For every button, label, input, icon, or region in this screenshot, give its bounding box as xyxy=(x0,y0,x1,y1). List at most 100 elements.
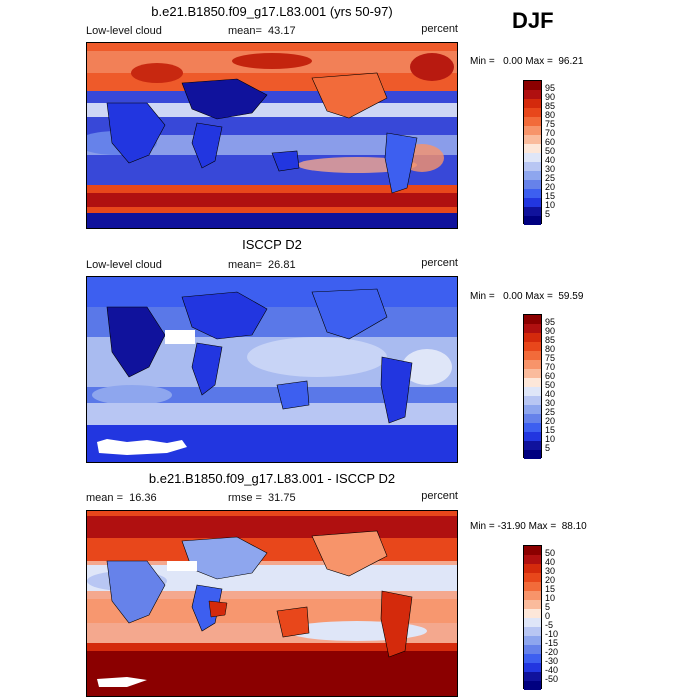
colorbar-tick-label: 95 xyxy=(545,83,556,93)
colorbar-swatch xyxy=(524,618,541,627)
colorbar-tick-label: 90 xyxy=(545,92,556,102)
panel-2-left-text: Low-level cloud xyxy=(86,259,162,271)
colorbar-swatch xyxy=(524,663,541,672)
colorbar-swatch xyxy=(524,582,541,591)
colorbar-swatch xyxy=(524,189,541,198)
colorbar-swatch xyxy=(524,654,541,663)
panel-2-units: percent xyxy=(421,257,458,269)
colorbar-swatch xyxy=(524,414,541,423)
colorbar-swatch xyxy=(524,99,541,108)
panel-1-map xyxy=(86,42,458,229)
colorbar-swatch xyxy=(524,153,541,162)
colorbar-swatch xyxy=(524,432,541,441)
panel-3-minmax: Min = -31.90 Max = 88.10 xyxy=(470,521,587,532)
colorbar-tick-label: 60 xyxy=(545,137,556,147)
colorbar-tick-label: -20 xyxy=(545,647,559,657)
colorbar-tick-label: 10 xyxy=(545,593,556,603)
colorbar-swatch xyxy=(524,324,541,333)
colorbar-swatch xyxy=(524,546,541,555)
colorbar-tick-label: 20 xyxy=(545,416,556,426)
colorbar-swatch xyxy=(524,333,541,342)
colorbar-tick-label: 20 xyxy=(545,575,556,585)
colorbar-tick-label: 10 xyxy=(545,434,556,444)
colorbar-tick-label: 0 xyxy=(545,611,551,621)
colorbar-swatch xyxy=(524,645,541,654)
colorbar-tick-label: 5 xyxy=(545,209,551,219)
panel-2-minmax: Min = 0.00 Max = 59.59 xyxy=(470,291,584,302)
panel-1-left-text: Low-level cloud xyxy=(86,25,162,37)
colorbar-tick-label: 85 xyxy=(545,335,556,345)
colorbar-swatch xyxy=(524,108,541,117)
colorbar-tick-label: 80 xyxy=(545,110,556,120)
colorbar-swatch xyxy=(524,207,541,216)
colorbar-tick-label: 40 xyxy=(545,557,556,567)
colorbar-tick-label: 50 xyxy=(545,380,556,390)
colorbar-tick-label: 25 xyxy=(545,407,556,417)
colorbar-swatch xyxy=(524,564,541,573)
colorbar-tick-label: 70 xyxy=(545,362,556,372)
colorbar-tick-label: 40 xyxy=(545,389,556,399)
panel-3-title: b.e21.B1850.f09_g17.L83.001 - ISCCP D2 xyxy=(148,471,396,486)
colorbar-swatch xyxy=(524,171,541,180)
colorbar-tick-label: 5 xyxy=(545,443,551,453)
panel-2-map xyxy=(86,276,458,463)
colorbar-tick-label: 75 xyxy=(545,119,556,129)
colorbar-swatch xyxy=(524,315,541,324)
colorbar-swatch xyxy=(524,126,541,135)
season-label: DJF xyxy=(512,8,554,33)
panel-2-title: ISCCP D2 xyxy=(242,237,302,252)
colorbar-swatch xyxy=(524,555,541,564)
panel-1-minmax: Min = 0.00 Max = 96.21 xyxy=(470,56,584,67)
colorbar-tick-label: 95 xyxy=(545,317,556,327)
colorbar-swatch xyxy=(524,450,541,459)
colorbar-swatch xyxy=(524,144,541,153)
colorbar-tick-label: 70 xyxy=(545,128,556,138)
colorbar-swatch xyxy=(524,198,541,207)
panel-1-mean: mean= 43.17 xyxy=(228,25,296,37)
colorbar-tick-label: 5 xyxy=(545,602,551,612)
colorbar-swatch xyxy=(524,405,541,414)
colorbar-tick-label: 50 xyxy=(545,548,556,558)
colorbar-swatch xyxy=(524,396,541,405)
panel-3-left-text: mean = 16.36 xyxy=(86,492,157,504)
colorbar-swatch xyxy=(524,441,541,450)
colorbar-tick-label: 15 xyxy=(545,584,556,594)
colorbar-box xyxy=(523,314,542,459)
colorbar-tick-label: 15 xyxy=(545,191,556,201)
colorbar-swatch xyxy=(524,135,541,144)
colorbar-tick-label: 30 xyxy=(545,398,556,408)
colorbar-swatch xyxy=(524,672,541,681)
colorbar-box xyxy=(523,545,542,690)
colorbar-tick-label: 90 xyxy=(545,326,556,336)
colorbar-tick-label: 50 xyxy=(545,146,556,156)
colorbar-swatch xyxy=(524,627,541,636)
colorbar-tick-label: 75 xyxy=(545,353,556,363)
colorbar-swatch xyxy=(524,609,541,618)
colorbar-swatch xyxy=(524,636,541,645)
colorbar-tick-label: 15 xyxy=(545,425,556,435)
colorbar-swatch xyxy=(524,378,541,387)
colorbar-tick-label: 25 xyxy=(545,173,556,183)
colorbar-swatch xyxy=(524,423,541,432)
colorbar-swatch xyxy=(524,90,541,99)
panel-1-title: b.e21.B1850.f09_g17.L83.001 (yrs 50-97) xyxy=(151,4,393,19)
colorbar-swatch xyxy=(524,117,541,126)
colorbar-swatch xyxy=(524,591,541,600)
panel-3-rmse: rmse = 31.75 xyxy=(228,492,296,504)
colorbar-swatch xyxy=(524,600,541,609)
colorbar-box xyxy=(523,80,542,225)
panel-3-units: percent xyxy=(421,490,458,502)
colorbar-swatch xyxy=(524,81,541,90)
colorbar-tick-label: 85 xyxy=(545,101,556,111)
colorbar-swatch xyxy=(524,342,541,351)
colorbar-swatch xyxy=(524,360,541,369)
colorbar-tick-label: -50 xyxy=(545,674,559,684)
panel-1-units: percent xyxy=(421,23,458,35)
colorbar-tick-label: -10 xyxy=(545,629,559,639)
colorbar-tick-label: -40 xyxy=(545,665,559,675)
colorbar-swatch xyxy=(524,162,541,171)
colorbar-swatch xyxy=(524,387,541,396)
panel-2-mean: mean= 26.81 xyxy=(228,259,296,271)
colorbar-swatch xyxy=(524,351,541,360)
colorbar-swatch xyxy=(524,180,541,189)
